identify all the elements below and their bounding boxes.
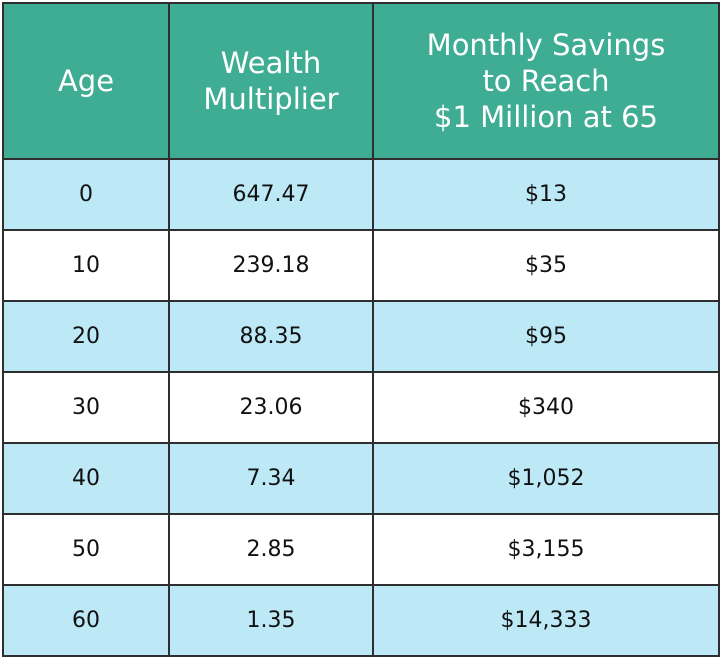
table-cell: $3,155 (372, 513, 720, 586)
table-cell: 1.35 (168, 584, 374, 657)
table-cell: $95 (372, 300, 720, 373)
table-cell: 2.85 (168, 513, 374, 586)
table-cell: $1,052 (372, 442, 720, 515)
header-line: Wealth (220, 46, 322, 80)
table-cell: 88.35 (168, 300, 374, 373)
header-cell: Wealth Multiplier (168, 2, 374, 160)
table-row: 10 239.18 $35 (2, 229, 720, 302)
header-line: Monthly Savings (426, 28, 666, 62)
table-cell: 50 (2, 513, 170, 586)
table-cell: 60 (2, 584, 170, 657)
table-cell: $14,333 (372, 584, 720, 657)
table-cell: $13 (372, 158, 720, 231)
table-cell: 239.18 (168, 229, 374, 302)
table-row: 50 2.85 $3,155 (2, 513, 720, 586)
table-row: 20 88.35 $95 (2, 300, 720, 373)
header-line: Age (57, 64, 115, 98)
table-row: 40 7.34 $1,052 (2, 442, 720, 515)
table-row: 60 1.35 $14,333 (2, 584, 720, 657)
table-cell: $340 (372, 371, 720, 444)
table-cell: 40 (2, 442, 170, 515)
table-cell: 23.06 (168, 371, 374, 444)
table-cell: 30 (2, 371, 170, 444)
header-line: to Reach (482, 64, 610, 98)
header-row: Age Wealth Multiplier Monthly Savings to Rea… (2, 2, 720, 160)
table-cell: 7.34 (168, 442, 374, 515)
table-cell: 20 (2, 300, 170, 373)
table-cell: $35 (372, 229, 720, 302)
header-cell: Monthly Savings to Reach $1 Million at 65 (372, 2, 720, 160)
header-line: $1 Million at 65 (434, 100, 658, 134)
header-line: Multiplier (203, 82, 339, 116)
table-cell: 10 (2, 229, 170, 302)
table-cell: 647.47 (168, 158, 374, 231)
table-row: 30 23.06 $340 (2, 371, 720, 444)
table-row: 0 647.47 $13 (2, 158, 720, 231)
table-cell: 0 (2, 158, 170, 231)
header-cell: Age (2, 2, 170, 160)
table-header: Age Wealth Multiplier Monthly Savings to Rea… (2, 2, 720, 160)
table-body: 0 647.47 $13 10 239.18 $35 20 88.35 $95 30 23.06 $3… (2, 158, 720, 657)
